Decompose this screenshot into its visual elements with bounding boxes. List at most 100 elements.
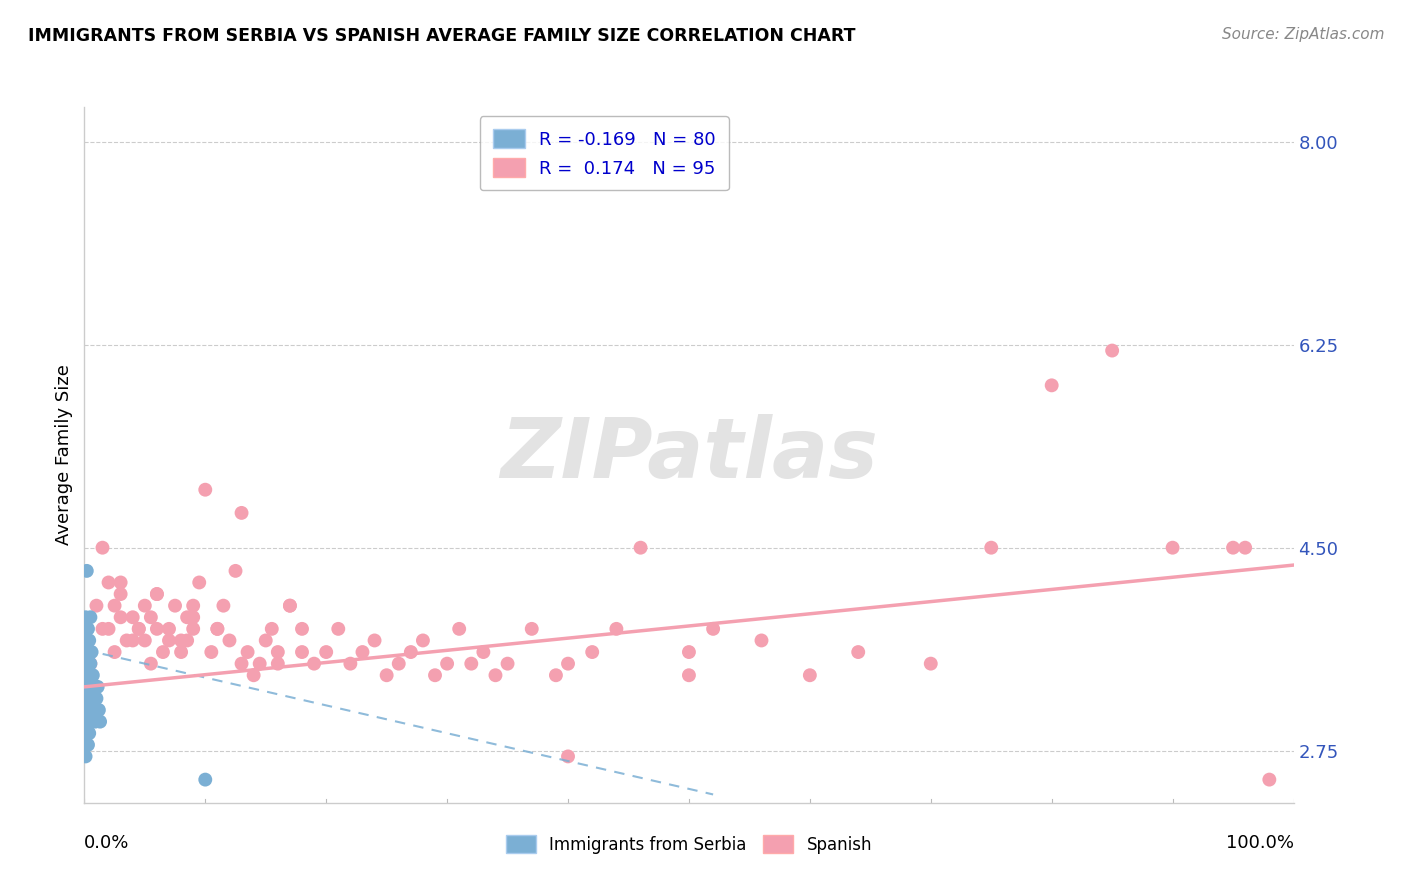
Point bbox=[980, 541, 1002, 555]
Point bbox=[188, 575, 211, 590]
Point bbox=[267, 645, 290, 659]
Point bbox=[157, 622, 180, 636]
Point bbox=[77, 714, 100, 729]
Point bbox=[83, 703, 105, 717]
Point bbox=[225, 564, 247, 578]
Point bbox=[236, 645, 259, 659]
Point bbox=[110, 587, 132, 601]
Point bbox=[352, 645, 374, 659]
Point bbox=[170, 645, 193, 659]
Point bbox=[110, 575, 132, 590]
Point bbox=[76, 645, 98, 659]
Point bbox=[472, 645, 495, 659]
Point bbox=[77, 645, 100, 659]
Point bbox=[1234, 541, 1257, 555]
Point bbox=[77, 726, 100, 740]
Point bbox=[80, 691, 103, 706]
Point bbox=[134, 633, 156, 648]
Point bbox=[702, 622, 724, 636]
Point bbox=[77, 691, 100, 706]
Point bbox=[799, 668, 821, 682]
Point bbox=[399, 645, 422, 659]
Point bbox=[423, 668, 446, 682]
Point bbox=[231, 657, 253, 671]
Point bbox=[79, 645, 101, 659]
Point bbox=[1040, 378, 1063, 392]
Point bbox=[194, 772, 217, 787]
Point bbox=[79, 610, 101, 624]
Point bbox=[630, 541, 652, 555]
Point bbox=[86, 691, 108, 706]
Point bbox=[128, 622, 150, 636]
Point bbox=[77, 726, 100, 740]
Y-axis label: Average Family Size: Average Family Size bbox=[55, 365, 73, 545]
Point bbox=[375, 668, 398, 682]
Point bbox=[484, 668, 506, 682]
Point bbox=[449, 622, 471, 636]
Point bbox=[176, 633, 198, 648]
Point bbox=[75, 622, 97, 636]
Point bbox=[77, 668, 100, 682]
Point bbox=[207, 622, 229, 636]
Point bbox=[1222, 541, 1244, 555]
Point bbox=[77, 680, 100, 694]
Point bbox=[76, 703, 98, 717]
Point bbox=[80, 680, 103, 694]
Point bbox=[76, 703, 98, 717]
Point bbox=[200, 645, 222, 659]
Point bbox=[520, 622, 543, 636]
Point bbox=[77, 622, 100, 636]
Point bbox=[76, 564, 98, 578]
Point bbox=[163, 599, 186, 613]
Point bbox=[75, 691, 97, 706]
Point bbox=[86, 680, 108, 694]
Point bbox=[89, 714, 111, 729]
Point bbox=[77, 738, 100, 752]
Point bbox=[1258, 772, 1281, 787]
Point bbox=[82, 680, 104, 694]
Point bbox=[77, 657, 100, 671]
Point bbox=[181, 599, 204, 613]
Point bbox=[76, 691, 98, 706]
Point bbox=[846, 645, 869, 659]
Point bbox=[920, 657, 942, 671]
Point bbox=[77, 691, 100, 706]
Text: IMMIGRANTS FROM SERBIA VS SPANISH AVERAGE FAMILY SIZE CORRELATION CHART: IMMIGRANTS FROM SERBIA VS SPANISH AVERAG… bbox=[28, 27, 856, 45]
Point bbox=[77, 668, 100, 682]
Point bbox=[77, 668, 100, 682]
Point bbox=[291, 622, 314, 636]
Point bbox=[678, 645, 700, 659]
Point bbox=[146, 587, 169, 601]
Point bbox=[83, 691, 105, 706]
Point bbox=[212, 599, 235, 613]
Point bbox=[79, 657, 101, 671]
Point bbox=[77, 714, 100, 729]
Point bbox=[77, 645, 100, 659]
Point bbox=[75, 703, 97, 717]
Point bbox=[75, 657, 97, 671]
Point bbox=[77, 703, 100, 717]
Point bbox=[436, 657, 458, 671]
Point bbox=[1101, 343, 1123, 358]
Point bbox=[79, 668, 101, 682]
Point bbox=[82, 703, 104, 717]
Point bbox=[91, 622, 114, 636]
Point bbox=[77, 668, 100, 682]
Point bbox=[80, 645, 103, 659]
Point bbox=[121, 633, 143, 648]
Point bbox=[86, 599, 108, 613]
Point bbox=[678, 668, 700, 682]
Point bbox=[302, 657, 325, 671]
Point bbox=[207, 622, 229, 636]
Point bbox=[1161, 541, 1184, 555]
Point bbox=[75, 680, 97, 694]
Point bbox=[75, 622, 97, 636]
Point bbox=[249, 657, 271, 671]
Legend: Immigrants from Serbia, Spanish: Immigrants from Serbia, Spanish bbox=[499, 829, 879, 861]
Point bbox=[77, 657, 100, 671]
Point bbox=[76, 680, 98, 694]
Point bbox=[76, 657, 98, 671]
Point bbox=[77, 714, 100, 729]
Point bbox=[557, 657, 579, 671]
Point bbox=[605, 622, 627, 636]
